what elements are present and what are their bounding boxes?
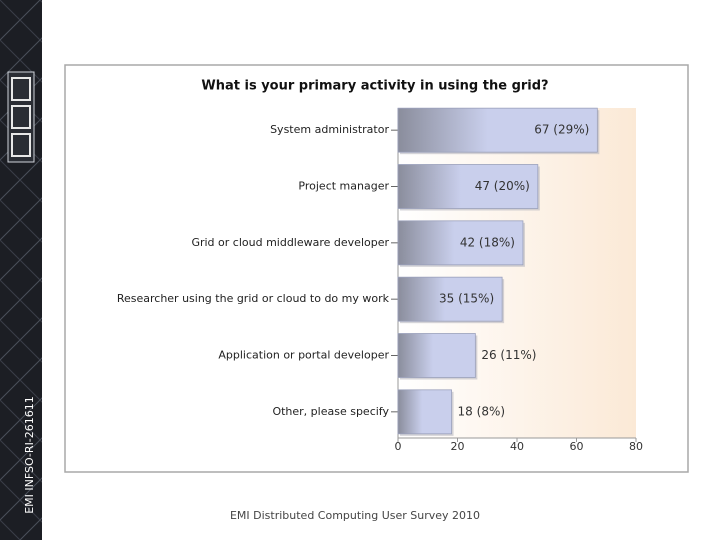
value-label: 47 (20%) <box>475 179 530 193</box>
y-tick-label: Grid or cloud middleware developer <box>191 236 389 249</box>
logo <box>7 71 35 163</box>
x-tick-label: 60 <box>570 440 584 453</box>
value-label: 26 (11%) <box>481 348 536 362</box>
x-tick-label: 0 <box>395 440 402 453</box>
x-tick-label: 40 <box>510 440 524 453</box>
y-tick-label: Researcher using the grid or cloud to do… <box>117 292 390 305</box>
bar <box>397 276 503 322</box>
value-label: 42 (18%) <box>460 235 515 249</box>
x-tick-label: 80 <box>629 440 643 453</box>
bar <box>397 107 598 153</box>
chart-title: What is your primary activity in using t… <box>201 79 548 94</box>
y-tick-label: System administrator <box>270 123 389 136</box>
y-tick-label: Project manager <box>298 180 389 193</box>
plot-area <box>398 108 636 438</box>
bar <box>397 164 539 209</box>
footer: EMI Distributed Computing User Survey 20… <box>230 509 480 522</box>
value-label: 35 (15%) <box>439 292 494 306</box>
value-label: 67 (29%) <box>534 123 589 137</box>
y-tick-label: Application or portal developer <box>218 349 389 362</box>
x-tick-label: 20 <box>451 440 465 453</box>
bar <box>397 220 524 266</box>
y-tick-label: Other, please specify <box>272 405 389 418</box>
side-label: EMI INFSO-RI-261611 <box>23 396 36 514</box>
bar <box>397 333 476 378</box>
value-label: 18 (8%) <box>458 404 505 418</box>
bar <box>397 389 452 435</box>
